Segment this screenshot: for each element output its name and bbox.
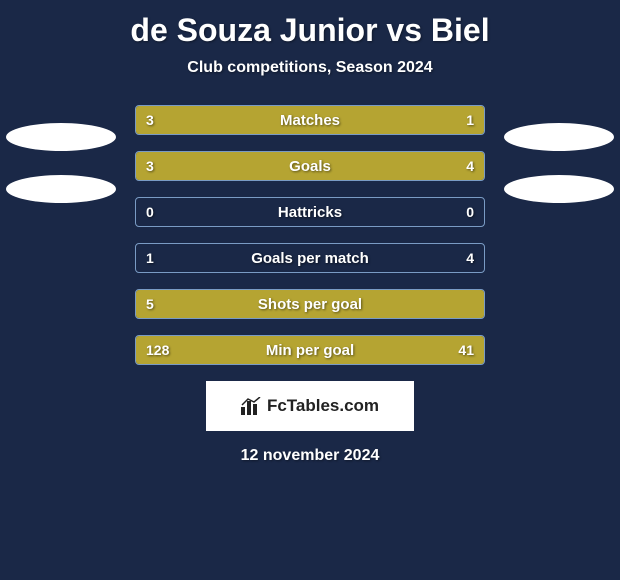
stat-value-right: 0 bbox=[466, 198, 474, 226]
chart-icon bbox=[241, 397, 261, 415]
player-right-avatar-placeholder bbox=[504, 123, 614, 151]
footer-date: 12 november 2024 bbox=[0, 447, 620, 465]
stat-row: 12841Min per goal bbox=[135, 335, 485, 365]
stat-bar-right bbox=[397, 106, 484, 134]
stat-value-left: 1 bbox=[146, 244, 154, 272]
stat-bar-left bbox=[136, 106, 397, 134]
page-title: de Souza Junior vs Biel bbox=[0, 0, 620, 49]
team-right-logo-placeholder bbox=[504, 175, 614, 203]
stat-row: 31Matches bbox=[135, 105, 485, 135]
stat-bar-left bbox=[136, 290, 484, 318]
stat-value-right: 4 bbox=[466, 244, 474, 272]
stat-row: 34Goals bbox=[135, 151, 485, 181]
stat-value-left: 0 bbox=[146, 198, 154, 226]
stat-bar-left bbox=[136, 152, 275, 180]
stat-row: 0 0Hattricks bbox=[135, 197, 485, 227]
stat-bar-right bbox=[275, 152, 484, 180]
stat-bar-left bbox=[136, 336, 399, 364]
stat-row: 1 4Goals per match bbox=[135, 243, 485, 273]
brand-logo: FcTables.com bbox=[206, 381, 414, 431]
brand-text: FcTables.com bbox=[267, 396, 379, 416]
subtitle: Club competitions, Season 2024 bbox=[0, 59, 620, 77]
stat-label: Goals per match bbox=[136, 244, 484, 272]
stats-area: 31Matches 34Goals 0 0Hattricks 1 4Goals per m… bbox=[0, 105, 620, 365]
player-left-avatar-placeholder bbox=[6, 123, 116, 151]
stat-row: 5Shots per goal bbox=[135, 289, 485, 319]
team-left-logo-placeholder bbox=[6, 175, 116, 203]
stat-label: Hattricks bbox=[136, 198, 484, 226]
stat-bar-right bbox=[399, 336, 484, 364]
